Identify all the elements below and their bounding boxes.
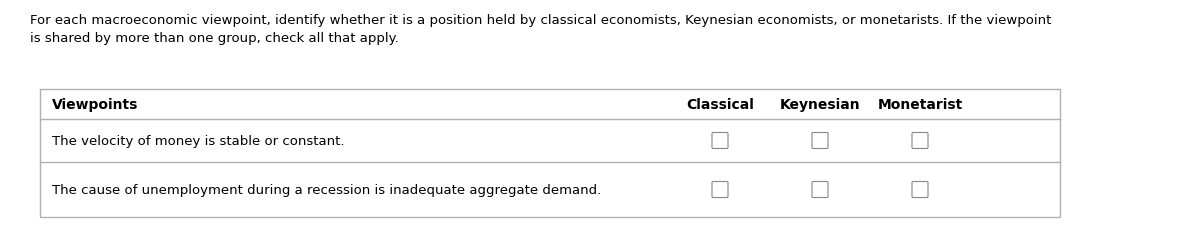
Text: Monetarist: Monetarist <box>877 98 962 112</box>
FancyBboxPatch shape <box>912 133 928 149</box>
Text: For each macroeconomic viewpoint, identify whether it is a position held by clas: For each macroeconomic viewpoint, identi… <box>30 14 1051 27</box>
Bar <box>40 90 1060 217</box>
Text: Viewpoints: Viewpoints <box>52 98 138 112</box>
Text: The velocity of money is stable or constant.: The velocity of money is stable or const… <box>52 134 344 147</box>
FancyBboxPatch shape <box>712 133 728 149</box>
FancyBboxPatch shape <box>712 182 728 198</box>
FancyBboxPatch shape <box>912 182 928 198</box>
Text: Keynesian: Keynesian <box>780 98 860 112</box>
Text: The cause of unemployment during a recession is inadequate aggregate demand.: The cause of unemployment during a reces… <box>52 183 601 196</box>
Text: Classical: Classical <box>686 98 754 112</box>
FancyBboxPatch shape <box>812 133 828 149</box>
FancyBboxPatch shape <box>812 182 828 198</box>
Text: is shared by more than one group, check all that apply.: is shared by more than one group, check … <box>30 32 398 45</box>
